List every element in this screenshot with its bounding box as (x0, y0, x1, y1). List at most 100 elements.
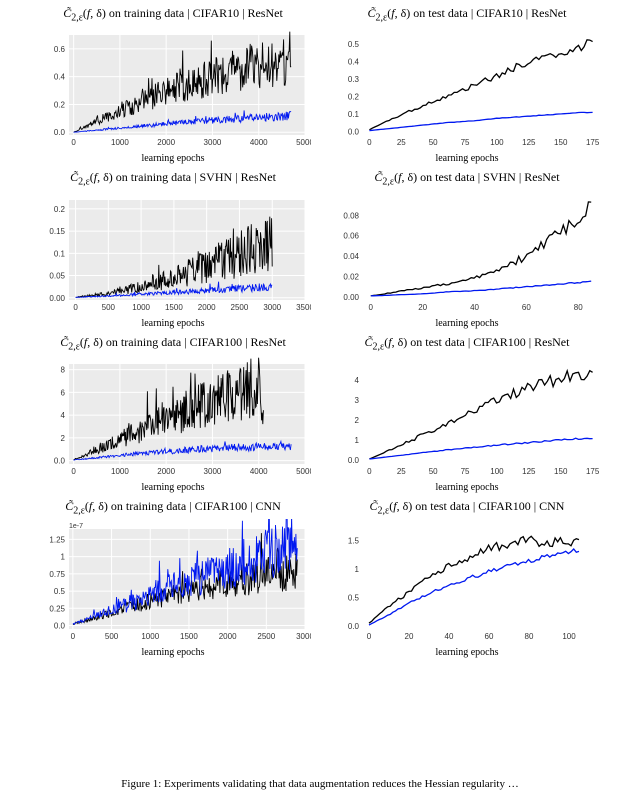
svg-text:3000: 3000 (296, 632, 311, 641)
svg-text:2500: 2500 (257, 632, 275, 641)
svg-text:0: 0 (367, 138, 372, 147)
svg-text:80: 80 (525, 632, 534, 641)
svg-text:0.0: 0.0 (54, 457, 66, 466)
chart-panel: C̃2,ε(f, δ) on training data | SVHN | Re… (35, 170, 311, 328)
svg-text:1500: 1500 (165, 303, 183, 312)
svg-text:100: 100 (490, 467, 504, 476)
svg-text:0.00: 0.00 (343, 293, 359, 302)
x-axis-label: learning epochs (141, 482, 204, 493)
svg-text:0.0: 0.0 (348, 622, 360, 631)
svg-text:0.5: 0.5 (348, 40, 360, 49)
svg-text:0.25: 0.25 (49, 604, 65, 613)
svg-text:1000: 1000 (111, 467, 129, 476)
svg-text:175: 175 (586, 467, 600, 476)
svg-text:20: 20 (418, 303, 427, 312)
svg-text:0.5: 0.5 (54, 587, 66, 596)
svg-text:0.05: 0.05 (49, 271, 65, 280)
svg-text:0.0: 0.0 (348, 128, 360, 137)
svg-text:4: 4 (61, 411, 66, 420)
svg-text:1.25: 1.25 (49, 535, 65, 544)
svg-text:0.1: 0.1 (348, 110, 360, 119)
svg-text:0: 0 (367, 467, 372, 476)
svg-text:0: 0 (71, 632, 76, 641)
svg-text:20: 20 (405, 632, 414, 641)
svg-text:25: 25 (397, 138, 406, 147)
svg-text:75: 75 (461, 138, 470, 147)
svg-text:1e-7: 1e-7 (69, 523, 83, 530)
svg-text:40: 40 (470, 303, 479, 312)
panel-title: C̃2,ε(f, δ) on training data | CIFAR10 |… (63, 6, 283, 23)
svg-text:0.08: 0.08 (343, 211, 359, 220)
chart-panel: C̃2,ε(f, δ) on test data | CIFAR10 | Res… (329, 6, 605, 164)
svg-text:0: 0 (71, 467, 76, 476)
panel-title: C̃2,ε(f, δ) on test data | CIFAR100 | Re… (365, 335, 570, 352)
chart-panel: C̃2,ε(f, δ) on training data | CIFAR100 … (35, 335, 311, 493)
svg-text:1000: 1000 (111, 138, 129, 147)
chart-panel: C̃2,ε(f, δ) on test data | CIFAR100 | CN… (329, 499, 605, 657)
svg-text:1500: 1500 (180, 632, 198, 641)
svg-text:0.2: 0.2 (348, 93, 360, 102)
svg-text:0.1: 0.1 (54, 249, 66, 258)
x-axis-label: learning epochs (141, 153, 204, 164)
svg-text:0: 0 (71, 138, 76, 147)
svg-text:0.15: 0.15 (49, 227, 65, 236)
svg-text:8: 8 (61, 366, 66, 375)
svg-text:0.02: 0.02 (343, 272, 359, 281)
chart-panel: C̃2,ε(f, δ) on test data | CIFAR100 | Re… (329, 335, 605, 493)
chart-panel: C̃2,ε(f, δ) on training data | CIFAR100 … (35, 499, 311, 657)
svg-text:25: 25 (397, 467, 406, 476)
svg-text:125: 125 (522, 467, 536, 476)
svg-text:3000: 3000 (263, 303, 281, 312)
svg-text:50: 50 (429, 467, 438, 476)
svg-text:100: 100 (490, 138, 504, 147)
svg-text:125: 125 (522, 138, 536, 147)
svg-text:100: 100 (562, 632, 576, 641)
svg-text:0.3: 0.3 (348, 75, 360, 84)
svg-text:3000: 3000 (204, 467, 222, 476)
svg-text:0: 0 (369, 303, 374, 312)
svg-text:175: 175 (586, 138, 600, 147)
svg-text:0.75: 0.75 (49, 569, 65, 578)
chart-row: C̃2,ε(f, δ) on training data | CIFAR100 … (4, 499, 636, 657)
svg-text:150: 150 (554, 138, 568, 147)
svg-text:2: 2 (61, 434, 66, 443)
panel-title: C̃2,ε(f, δ) on training data | CIFAR100 … (65, 499, 281, 516)
svg-text:2: 2 (355, 416, 360, 425)
svg-text:1: 1 (355, 436, 360, 445)
svg-text:80: 80 (574, 303, 583, 312)
svg-text:0.04: 0.04 (343, 252, 359, 261)
svg-text:3: 3 (355, 396, 360, 405)
x-axis-label: learning epochs (435, 153, 498, 164)
svg-text:3000: 3000 (204, 138, 222, 147)
svg-text:2000: 2000 (157, 467, 175, 476)
svg-text:0.4: 0.4 (54, 73, 66, 82)
svg-text:0.06: 0.06 (343, 231, 359, 240)
x-axis-label: learning epochs (435, 647, 498, 658)
svg-text:500: 500 (102, 303, 116, 312)
chart-row: C̃2,ε(f, δ) on training data | SVHN | Re… (4, 170, 636, 328)
svg-text:1000: 1000 (132, 303, 150, 312)
svg-text:4: 4 (355, 376, 360, 385)
figure-caption: Figure 1: Experiments validating that da… (0, 778, 640, 790)
svg-text:0.5: 0.5 (348, 593, 360, 602)
svg-text:50: 50 (429, 138, 438, 147)
svg-text:5000: 5000 (296, 138, 311, 147)
svg-text:0.4: 0.4 (348, 58, 360, 67)
svg-text:6: 6 (61, 389, 66, 398)
svg-text:4000: 4000 (250, 138, 268, 147)
svg-text:75: 75 (461, 467, 470, 476)
panel-title: C̃2,ε(f, δ) on training data | SVHN | Re… (70, 170, 276, 187)
svg-text:60: 60 (485, 632, 494, 641)
svg-text:150: 150 (554, 467, 568, 476)
svg-text:60: 60 (522, 303, 531, 312)
chart-panel: C̃2,ε(f, δ) on training data | CIFAR10 |… (35, 6, 311, 164)
x-axis-label: learning epochs (141, 318, 204, 329)
svg-text:0: 0 (367, 632, 372, 641)
svg-text:0.0: 0.0 (54, 621, 66, 630)
panel-title: C̃2,ε(f, δ) on training data | CIFAR100 … (60, 335, 286, 352)
svg-text:0.00: 0.00 (49, 294, 65, 303)
x-axis-label: learning epochs (141, 647, 204, 658)
svg-text:500: 500 (105, 632, 119, 641)
svg-text:0: 0 (73, 303, 78, 312)
svg-text:2000: 2000 (219, 632, 237, 641)
